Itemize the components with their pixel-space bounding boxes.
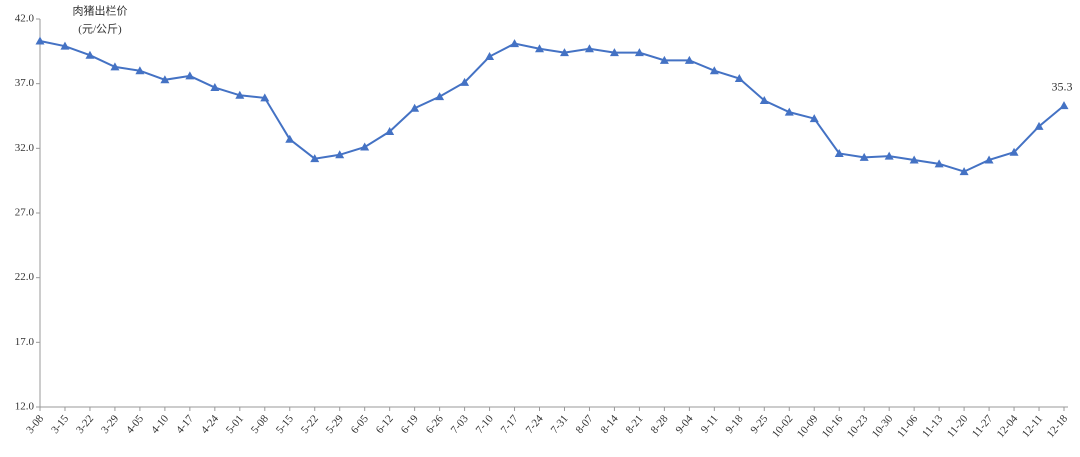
x-tick-label: 7-17: [499, 412, 521, 436]
point-marker: [659, 55, 669, 64]
point-marker: [410, 103, 420, 112]
point-marker: [834, 149, 844, 158]
x-tick-label: 6-12: [374, 413, 396, 436]
x-tick-label: 8-07: [574, 412, 596, 436]
x-tick-label: 4-05: [124, 412, 146, 436]
point-marker: [160, 75, 170, 84]
x-tick-label: 5-29: [324, 412, 346, 436]
y-tick-label: 12.0: [15, 401, 35, 413]
x-tick-label: 11-13: [920, 412, 946, 439]
x-tick-label: 10-16: [820, 412, 846, 440]
x-tick-label: 4-17: [174, 412, 196, 436]
y-axis-label: (元/公斤): [78, 23, 122, 36]
x-tick-label: 5-08: [249, 412, 271, 436]
x-tick-label: 9-18: [723, 412, 745, 436]
y-tick-label: 27.0: [15, 207, 35, 219]
point-marker: [85, 50, 95, 59]
x-tick-label: 3-22: [74, 413, 96, 436]
point-marker: [634, 48, 644, 57]
value-label: 35.3: [1052, 79, 1073, 93]
point-marker: [934, 159, 944, 168]
point-marker: [60, 41, 70, 50]
x-tick-label: 3-29: [99, 412, 121, 436]
point-marker: [360, 142, 370, 151]
y-tick-label: 22.0: [15, 271, 35, 283]
x-tick-label: 3-08: [24, 412, 46, 436]
point-marker: [1034, 121, 1044, 130]
point-marker: [734, 73, 744, 82]
point-marker: [385, 127, 395, 136]
point-marker: [35, 36, 45, 45]
x-tick-label: 10-23: [845, 412, 871, 440]
x-tick-label: 9-04: [673, 412, 695, 436]
point-marker: [260, 93, 270, 102]
point-marker: [559, 48, 569, 57]
y-tick-label: 37.0: [15, 77, 35, 89]
x-tick-label: 8-21: [623, 413, 645, 436]
series-line: [39, 40, 1065, 173]
x-tick-label: 7-24: [524, 412, 546, 436]
x-tick-label: 9-25: [748, 412, 770, 436]
x-tick-label: 12-04: [995, 412, 1021, 440]
x-tick-label: 6-19: [399, 412, 421, 436]
x-tick-label: 5-01: [224, 413, 246, 436]
x-tick-label: 11-27: [970, 412, 996, 439]
point-marker: [909, 155, 919, 164]
point-marker: [959, 167, 969, 176]
point-marker: [759, 95, 769, 104]
x-tick-label: 3-15: [49, 412, 71, 436]
point-marker: [1009, 147, 1019, 156]
point-marker: [609, 48, 619, 57]
point-marker: [809, 114, 819, 123]
x-tick-label: 9-11: [699, 413, 721, 436]
point-marker: [285, 134, 295, 143]
x-tick-label: 11-20: [945, 412, 971, 439]
x-tick-label: 5-15: [274, 412, 296, 436]
x-tick-label: 12-18: [1045, 412, 1071, 440]
x-tick-label: 12-11: [1020, 413, 1045, 440]
x-tick-label: 7-10: [474, 412, 496, 436]
point-marker: [859, 152, 869, 161]
x-tick-label: 10-02: [770, 413, 796, 440]
y-tick-label: 42.0: [15, 13, 35, 25]
point-marker: [884, 151, 894, 160]
point-marker: [235, 90, 245, 99]
point-marker: [510, 39, 520, 48]
x-tick-label: 7-03: [449, 412, 471, 436]
point-marker: [784, 107, 794, 116]
x-tick-label: 4-10: [149, 412, 171, 436]
point-marker: [435, 92, 445, 101]
point-marker: [485, 52, 495, 61]
x-tick-label: 8-14: [599, 412, 621, 436]
x-tick-label: 5-22: [299, 413, 321, 436]
x-tick-label: 10-30: [870, 412, 896, 440]
x-tick-label: 8-28: [648, 412, 670, 436]
x-tick-label: 11-06: [895, 412, 921, 439]
point-marker: [310, 154, 320, 163]
point-marker: [335, 150, 345, 159]
x-tick-label: 6-26: [424, 412, 446, 436]
point-marker: [110, 62, 120, 71]
x-tick-label: 10-09: [795, 412, 821, 440]
point-marker: [1059, 101, 1069, 110]
point-marker: [460, 77, 470, 86]
y-axis-label: 肉猪出栏价: [73, 4, 128, 18]
point-marker: [584, 44, 594, 53]
y-tick-label: 32.0: [15, 142, 35, 154]
point-marker: [185, 71, 195, 80]
point-marker: [709, 66, 719, 75]
y-tick-label: 17.0: [15, 336, 35, 348]
point-marker: [684, 55, 694, 64]
point-marker: [135, 66, 145, 75]
point-marker: [984, 155, 994, 164]
x-tick-label: 4-24: [199, 412, 221, 436]
x-tick-label: 6-05: [349, 412, 371, 436]
point-marker: [210, 83, 220, 92]
x-tick-label: 7-31: [549, 413, 571, 436]
point-marker: [535, 44, 545, 53]
